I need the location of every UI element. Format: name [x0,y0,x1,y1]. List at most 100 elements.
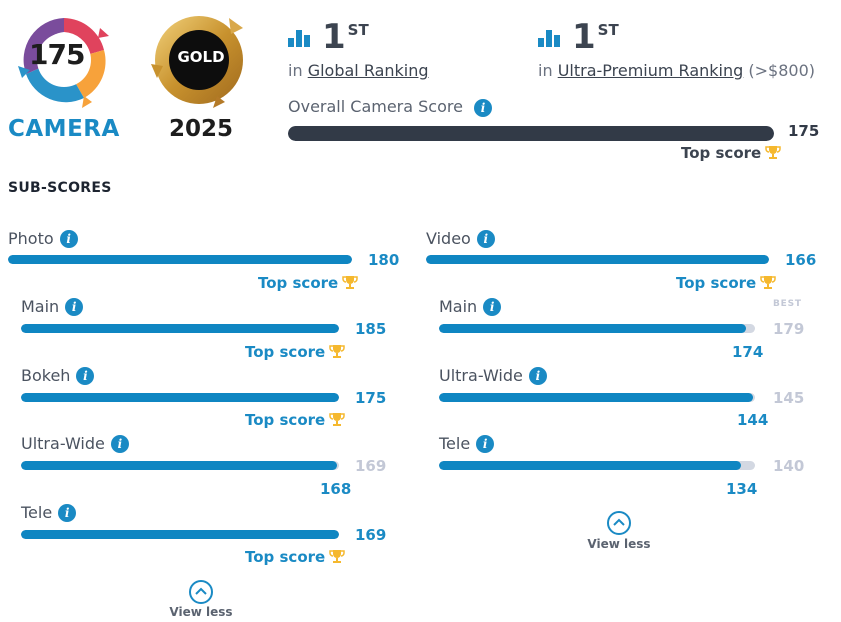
photo-score-bar-fill [8,255,352,264]
segment-rank-suffix: ST [597,21,619,39]
top-score-label: Top score [258,274,339,292]
video-main-bar [439,324,755,333]
info-icon[interactable]: i [483,297,502,316]
top-score-label: Top score [245,411,326,429]
photo-bokeh-bar [21,393,339,402]
overall-score-label-text: Overall Camera Score [288,97,463,116]
badge-year: 2025 [168,116,233,142]
video-score-bar [426,255,769,264]
global-ranking-prefix: in [288,61,303,80]
info-icon[interactable]: i [474,98,493,117]
video-ultrawide-bar [439,393,755,402]
photo-ultrawide-label: Ultra-Wide i [21,434,129,453]
chevron-up-icon [195,587,207,595]
global-rank-number: 1 [322,17,346,57]
photo-bokeh-label-text: Bokeh [21,366,71,385]
video-main-label-text: Main [439,297,478,316]
chevron-up-icon [613,518,625,526]
video-main-label: Main i [439,297,502,316]
video-tele-value: 134 [726,480,758,498]
segment-ranking-link[interactable]: Ultra-Premium Ranking [557,61,744,80]
photo-bokeh-label: Bokeh i [21,366,95,385]
global-rank-suffix: ST [347,21,369,39]
info-icon[interactable]: i [76,366,95,385]
gold-label: GOLD [177,48,225,66]
photo-main-top-score: Top score [245,343,345,361]
photo-label: Photo i [8,229,78,248]
gold-badge [151,16,243,108]
overall-score-bar [288,126,774,141]
photo-score-value: 180 [368,251,400,269]
photo-ultrawide-best-value: 169 [355,457,387,475]
segment-ranking-price: (>$800) [748,61,815,80]
global-ranking-line: in Global Ranking [288,61,429,80]
global-ranking-link[interactable]: Global Ranking [307,61,429,80]
photo-top-score: Top score [258,274,358,292]
video-ultrawide-best-value: 145 [773,389,805,407]
info-icon[interactable]: i [65,297,84,316]
photo-tele-bar-fill [21,530,339,539]
video-view-less-label[interactable]: View less [587,537,651,551]
top-score-label: Top score [245,548,326,566]
photo-bokeh-value: 175 [355,389,387,407]
segment-ranking-line: in Ultra-Premium Ranking (>$800) [538,61,815,80]
video-main-bar-fill [439,324,747,333]
video-tele-bar-fill [439,461,742,470]
photo-main-bar-fill [21,324,339,333]
camera-score-badge [18,18,109,108]
photo-tele-label-text: Tele [21,503,53,522]
photo-bokeh-top-score: Top score [245,411,345,429]
overall-score-bar-fill [288,126,774,141]
photo-view-less-label[interactable]: View less [169,605,233,619]
trophy-icon [329,413,345,426]
video-score-value: 166 [785,251,817,269]
photo-bokeh-bar-fill [21,393,339,402]
info-icon[interactable]: i [110,434,129,453]
camera-score-value: 175 [29,38,85,71]
segment-ranking-prefix: in [538,61,553,80]
camera-label: CAMERA [8,116,120,142]
global-rank: 1 ST [322,20,369,54]
video-score-bar-fill [426,255,769,264]
photo-view-less-button[interactable] [189,580,213,604]
top-score-label: Top score [245,343,326,361]
video-tele-label: Tele i [439,434,495,453]
photo-tele-label: Tele i [21,503,77,522]
top-score-label: Top score [676,274,757,292]
info-icon[interactable]: i [476,434,495,453]
video-ultrawide-bar-fill [439,393,753,402]
video-tele-bar [439,461,755,470]
info-icon[interactable]: i [58,503,77,522]
video-tele-label-text: Tele [439,434,471,453]
photo-tele-top-score: Top score [245,548,345,566]
photo-main-value: 185 [355,320,387,338]
trophy-icon [342,276,358,289]
photo-tele-bar [21,530,339,539]
photo-ultrawide-bar-fill [21,461,338,470]
info-icon[interactable]: i [528,366,547,385]
video-main-value: 174 [732,343,764,361]
trophy-icon [765,146,781,159]
segment-rank: 1 ST [572,20,619,54]
photo-main-label: Main i [21,297,84,316]
photo-main-label-text: Main [21,297,60,316]
video-ultrawide-value: 144 [737,411,769,429]
info-icon[interactable]: i [476,229,495,248]
video-ultrawide-label-text: Ultra-Wide [439,366,523,385]
video-main-best-value: 179 [773,320,805,338]
video-label: Video i [426,229,495,248]
top-score-label: Top score [681,144,762,162]
ranking-bars-icon [538,30,560,47]
photo-main-bar [21,324,339,333]
overall-score-label: Overall Camera Score i [288,97,493,117]
video-ultrawide-label: Ultra-Wide i [439,366,547,385]
segment-rank-number: 1 [572,17,596,57]
overall-top-score: Top score [681,144,781,162]
video-tele-best-value: 140 [773,457,805,475]
info-icon[interactable]: i [59,229,78,248]
video-view-less-button[interactable] [607,511,631,535]
video-top-score: Top score [676,274,776,292]
photo-tele-value: 169 [355,526,387,544]
trophy-icon [760,276,776,289]
trophy-icon [329,550,345,563]
